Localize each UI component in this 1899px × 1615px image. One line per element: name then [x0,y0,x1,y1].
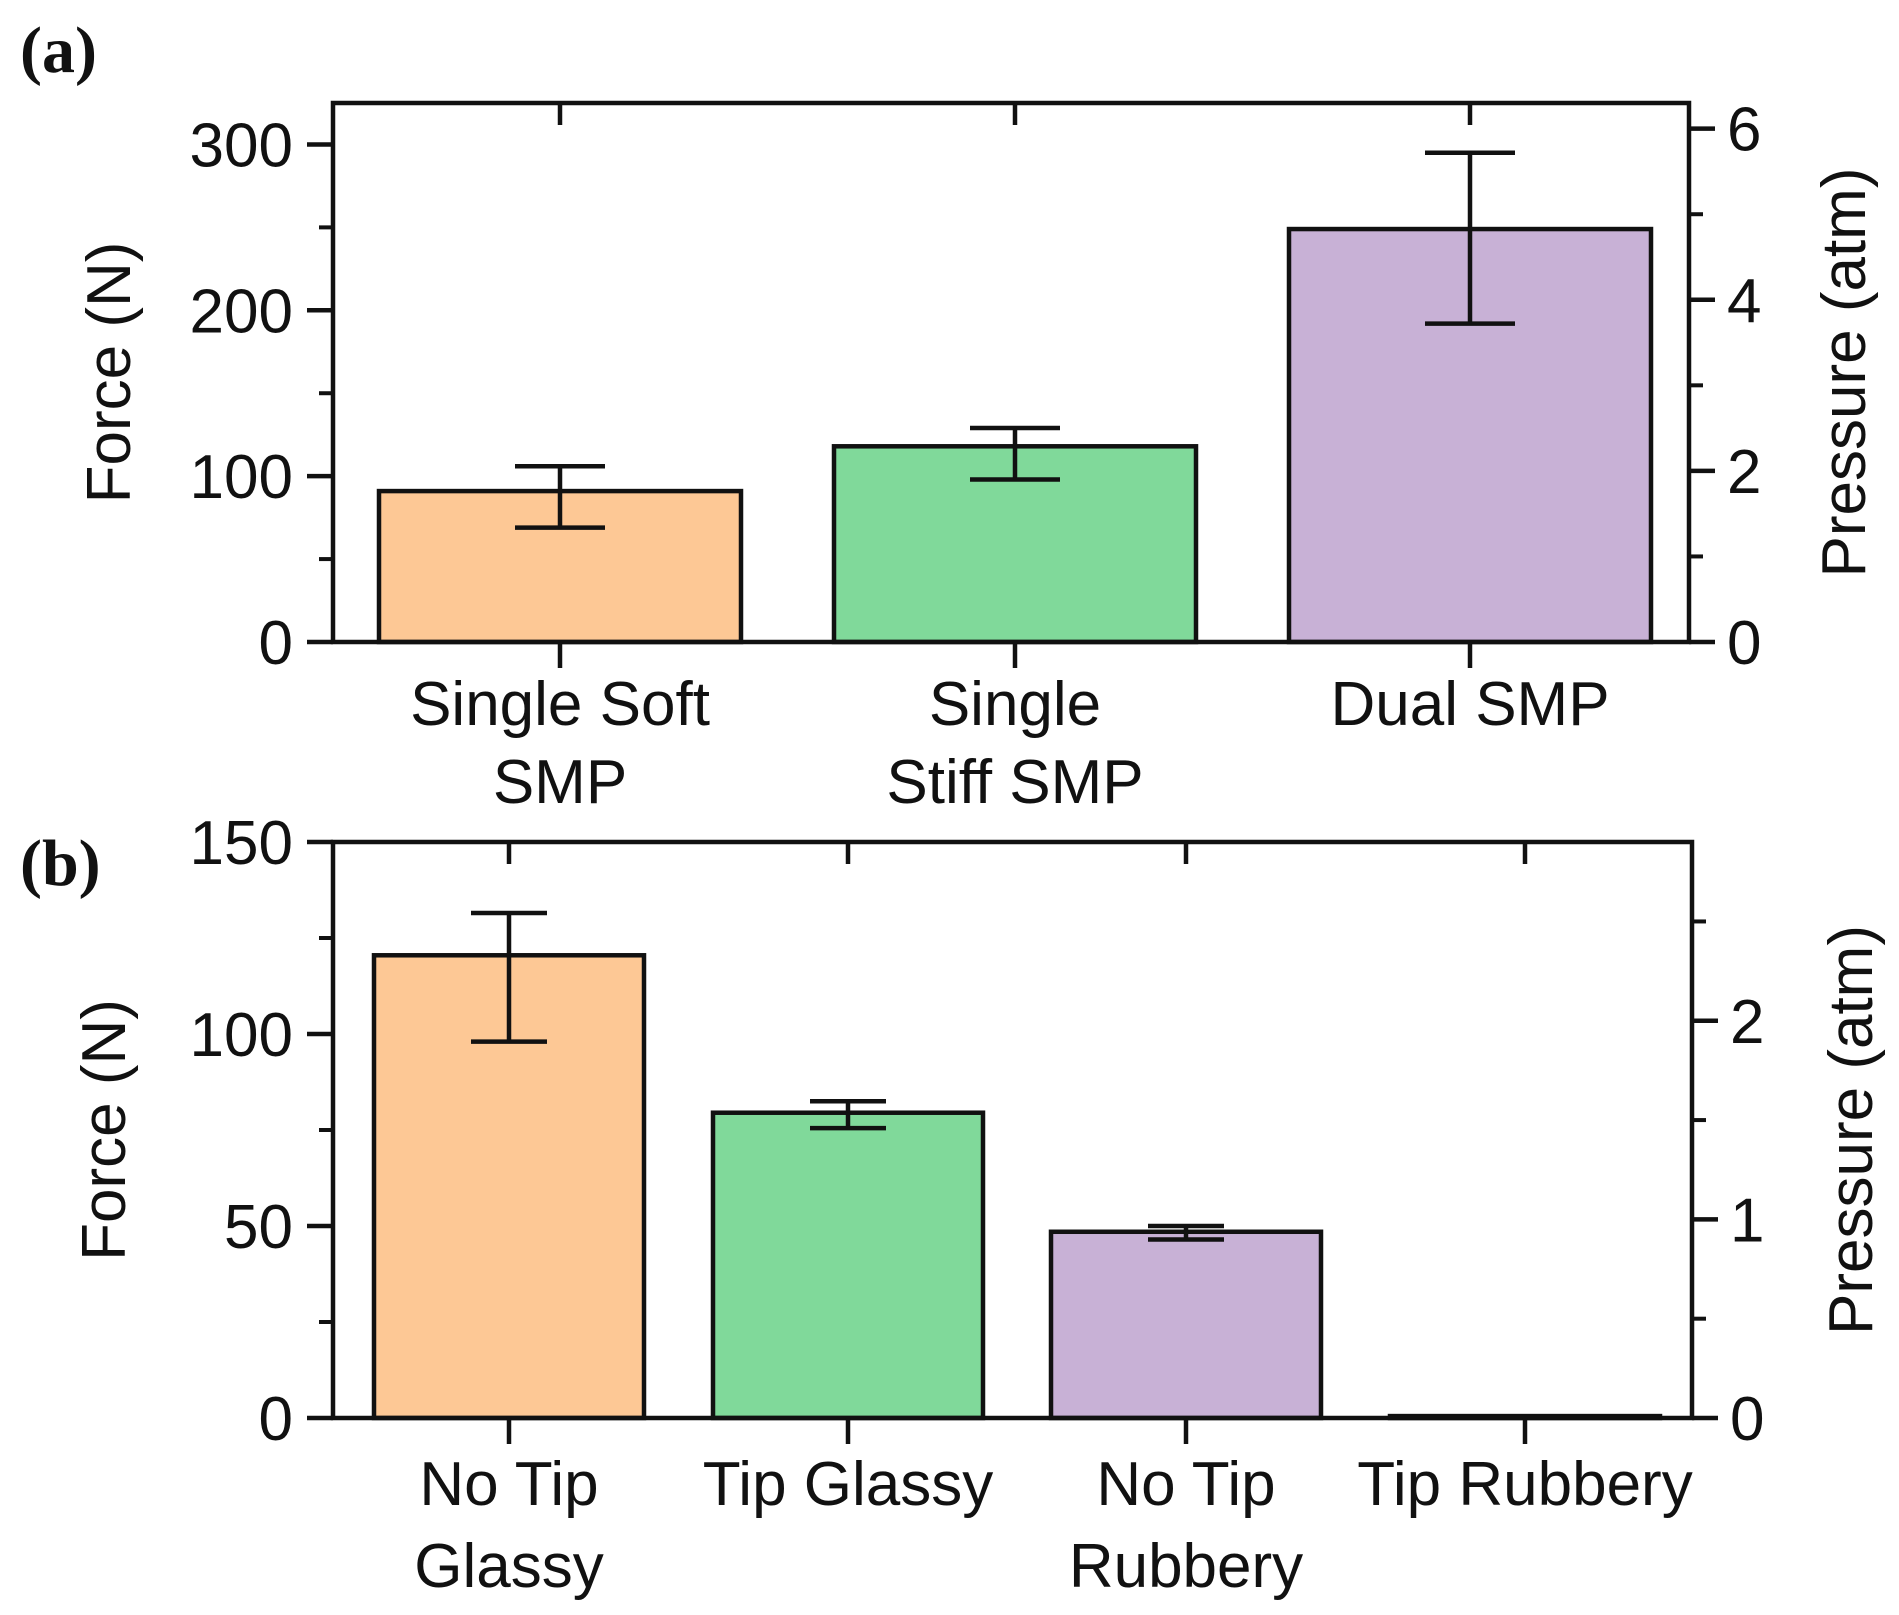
panel-b-yaxis-tick-label-0: 0 [259,1385,293,1454]
panel-a-yaxis-tick-label-1: 100 [190,443,293,512]
panel-b-bar-1 [710,1110,986,1421]
panel-a-category-label-1-line-1: Stiff SMP [886,748,1143,817]
panel-a-plot-frame [330,100,1692,645]
panel-a-yaxis-title: Force (N) [75,242,144,504]
panel-b-errorbar-1 [810,1098,886,1131]
panel-a-yaxis-tick-label-3: 300 [190,111,293,180]
panel-b-yaxis-right-title: Pressure (atm) [1817,925,1886,1335]
panel-a-yaxis-right-tick-label-1: 2 [1727,438,1761,507]
panel-a-errorbar-1 [970,425,1060,482]
panel-b-errorbar-0 [471,910,547,1044]
panel-a-errorbar-2 [1425,150,1515,326]
panel-a-yaxis-right-tick-label-2: 4 [1727,267,1761,336]
panel-b-label: (b) [20,827,101,900]
panel-a-yaxis-right-title: Pressure (atm) [1810,168,1879,578]
panel-a-yaxis-tick-label-2: 200 [190,277,293,346]
panel-b-yaxis-right-tick-label-0: 0 [1730,1385,1764,1454]
panel-b-yaxis-right-tick-label-2: 2 [1730,988,1764,1057]
panel-b-category-label-0-line-1: Glassy [414,1532,603,1601]
panel-b: (b) 0 50 100 150 0 1 2 No Tip Glassy Tip Glassy No… [20,809,1886,1601]
panel-a-label: (a) [20,14,97,87]
panel-b-category-label-0-line-0: No Tip [419,1450,598,1519]
panel-a-errorbar-0 [515,463,605,530]
panel-a-category-label-1-line-0: Single [929,670,1101,739]
panel-a-yaxis-right-tick-label-3: 6 [1727,96,1761,165]
panel-b-yaxis-tick-label-3: 150 [190,809,293,878]
panel-b-yaxis-right-tick-label-1: 1 [1730,1186,1764,1255]
panel-b-errorbar-2 [1148,1223,1224,1242]
panel-a-yaxis-right-tick-label-0: 0 [1727,609,1761,678]
panel-b-yaxis-tick-label-2: 100 [190,1001,293,1070]
panel-a: (a) 0 100 200 300 0 2 4 6 Single Soft SMP Single St… [20,14,1879,817]
panel-a-category-label-0-line-0: Single Soft [410,670,710,739]
panel-a-yaxis-tick-label-0: 0 [259,609,293,678]
panel-a-category-label-2-line-0: Dual SMP [1330,670,1609,739]
panel-b-category-label-3-line-0: Tip Rubbery [1357,1450,1692,1519]
panel-a-category-label-0-line-1: SMP [493,748,627,817]
panel-b-category-label-1-line-0: Tip Glassy [703,1450,994,1519]
panel-b-yaxis-tick-label-1: 50 [224,1193,293,1262]
panel-b-category-label-2-line-1: Rubbery [1069,1532,1303,1601]
panel-b-category-label-2-line-0: No Tip [1096,1450,1275,1519]
panel-b-bar-2 [1048,1229,1324,1421]
panel-b-yaxis-title: Force (N) [70,999,139,1261]
